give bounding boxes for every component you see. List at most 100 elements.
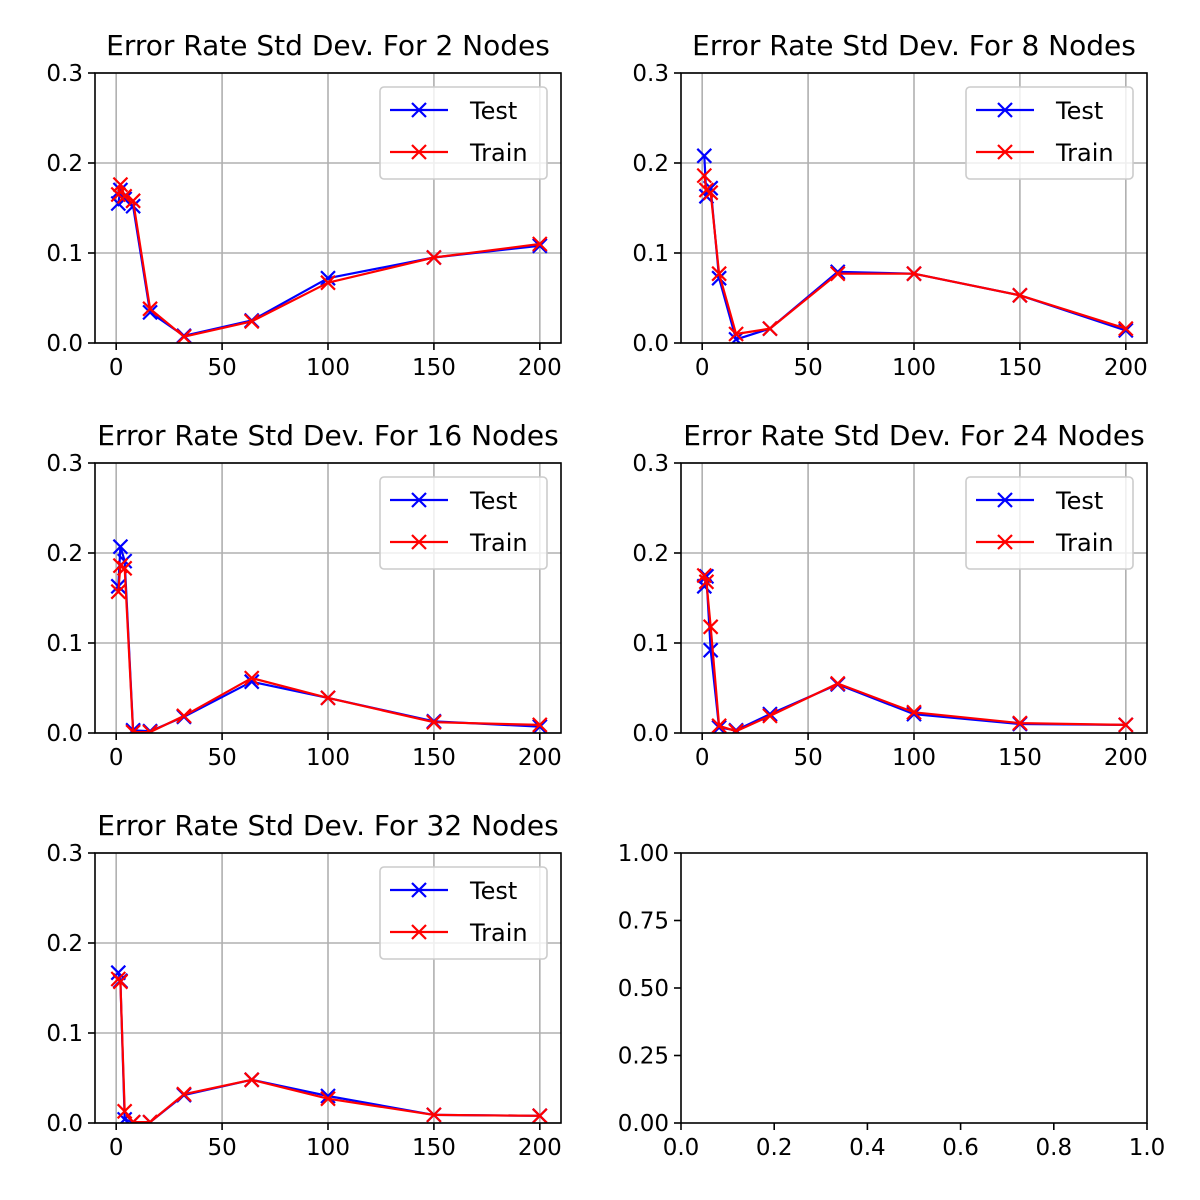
data-point-train bbox=[426, 714, 442, 730]
legend-marker-test bbox=[411, 882, 427, 898]
chart-panel-1: 0 50 100 150 200 0.0 0.1 0.2 0.3 Error Rate Std D… bbox=[46, 29, 562, 381]
y-tick-label: 0.3 bbox=[46, 451, 83, 477]
data-point-train bbox=[320, 1090, 336, 1107]
x-tick-label: 50 bbox=[207, 355, 236, 381]
y-tick-label: 0.1 bbox=[632, 241, 669, 267]
data-point-train bbox=[426, 249, 442, 266]
data-point-train bbox=[532, 1108, 548, 1123]
data-point-test bbox=[532, 718, 548, 733]
legend-marker-train bbox=[997, 144, 1013, 160]
legend-marker-test bbox=[997, 492, 1013, 508]
legend-label-test: Test bbox=[469, 877, 517, 905]
legend-label-test: Test bbox=[1055, 487, 1103, 515]
data-point-train bbox=[906, 265, 922, 282]
y-tick-label: 1.00 bbox=[618, 841, 669, 867]
legend-label-train: Train bbox=[1055, 529, 1114, 557]
data-point-train bbox=[1118, 320, 1134, 337]
x-tick-label: 150 bbox=[998, 355, 1042, 381]
legend-marker-test bbox=[997, 102, 1013, 118]
x-tick-label: 150 bbox=[412, 1135, 456, 1161]
x-tick-label: 50 bbox=[207, 745, 236, 771]
series-test bbox=[110, 182, 548, 343]
series-line-test bbox=[117, 188, 540, 337]
legend: Test Train bbox=[379, 866, 548, 960]
data-point-train bbox=[125, 724, 141, 733]
x-tick-label: 0.6 bbox=[942, 1135, 979, 1161]
series-train bbox=[696, 167, 1134, 342]
data-point-train bbox=[116, 1103, 133, 1120]
x-tick-label: 0.2 bbox=[756, 1135, 793, 1161]
data-point-train bbox=[728, 723, 744, 733]
series-train bbox=[110, 557, 548, 733]
data-point-train bbox=[426, 1107, 442, 1123]
data-point-train bbox=[702, 619, 719, 635]
data-point-train bbox=[176, 1086, 192, 1102]
data-point-train bbox=[762, 708, 778, 724]
series-train bbox=[696, 567, 1134, 733]
y-tick-label: 0.2 bbox=[632, 151, 669, 177]
x-tick-label: 0 bbox=[695, 355, 710, 381]
y-tick-label: 0.3 bbox=[632, 61, 669, 87]
data-point-train bbox=[176, 708, 192, 724]
y-tick-label: 0.3 bbox=[46, 841, 83, 867]
data-point-train bbox=[1118, 717, 1134, 733]
x-tick-label: 50 bbox=[207, 1135, 236, 1161]
x-tick-label: 150 bbox=[412, 355, 456, 381]
axes-frame bbox=[94, 852, 562, 1124]
data-point-test bbox=[320, 1088, 336, 1104]
data-point-train bbox=[243, 313, 260, 330]
x-tick-label: 50 bbox=[793, 745, 822, 771]
data-point-train bbox=[1012, 287, 1028, 304]
legend-label-train: Train bbox=[1055, 139, 1114, 167]
data-point-train bbox=[320, 274, 336, 291]
x-tick-label: 0.0 bbox=[663, 1135, 700, 1161]
y-tick-label: 0.2 bbox=[46, 151, 83, 177]
series-line-test bbox=[703, 575, 1126, 732]
data-point-train bbox=[829, 675, 846, 692]
legend-marker-train bbox=[411, 924, 427, 940]
data-point-test bbox=[320, 270, 336, 286]
legend-label-test: Test bbox=[469, 487, 517, 515]
legend-marker-test bbox=[411, 102, 427, 118]
axes-frame bbox=[680, 72, 1148, 344]
x-tick-label: 100 bbox=[306, 1135, 350, 1161]
data-point-train bbox=[243, 1072, 260, 1088]
data-point-test bbox=[702, 642, 719, 658]
data-point-train bbox=[762, 320, 778, 337]
data-point-train bbox=[176, 328, 192, 343]
chart-title: Error Rate Std Dev. For 32 Nodes bbox=[97, 809, 559, 842]
data-point-train bbox=[532, 236, 548, 252]
data-point-train bbox=[711, 718, 727, 733]
y-tick-label: 0.0 bbox=[46, 1111, 83, 1137]
legend-label-train: Train bbox=[469, 919, 528, 947]
chart-title: Error Rate Std Dev. For 8 Nodes bbox=[692, 29, 1136, 62]
y-tick-label: 0.75 bbox=[618, 909, 669, 935]
data-point-train bbox=[112, 973, 129, 990]
data-point-test bbox=[112, 538, 129, 555]
series-train bbox=[110, 971, 548, 1123]
chart-panel-3: 0 50 100 150 200 0.0 0.1 0.2 0.3 Error Rate Std D… bbox=[46, 419, 562, 771]
legend: Test Train bbox=[379, 476, 548, 570]
x-tick-label: 100 bbox=[306, 355, 350, 381]
y-tick-label: 0.0 bbox=[632, 331, 669, 357]
chart-panel-4: 0 50 100 150 200 0.0 0.1 0.2 0.3 Error Rate Std D… bbox=[632, 419, 1148, 771]
series-line-test bbox=[703, 155, 1127, 341]
x-tick-label: 0 bbox=[695, 745, 710, 771]
data-point-train bbox=[829, 265, 846, 282]
y-tick-label: 0.1 bbox=[46, 241, 83, 267]
data-point-train bbox=[110, 583, 127, 600]
series-test bbox=[110, 964, 548, 1123]
x-tick-label: 100 bbox=[892, 745, 936, 771]
series-line-train bbox=[703, 575, 1126, 733]
chart-panel-6: 0.0 0.2 0.4 0.6 0.8 1.0 0.00 0.25 0.50 0.75 1.00 bbox=[618, 841, 1166, 1161]
y-tick-label: 0.2 bbox=[46, 931, 83, 957]
data-point-train bbox=[125, 1114, 141, 1123]
data-point-train bbox=[728, 326, 744, 342]
x-tick-label: 0.8 bbox=[1036, 1135, 1073, 1161]
data-point-test bbox=[142, 304, 158, 321]
data-point-train bbox=[711, 265, 727, 282]
y-tick-label: 0.1 bbox=[46, 631, 83, 657]
data-point-test bbox=[728, 331, 744, 343]
legend-marker-train bbox=[411, 534, 427, 550]
data-point-train bbox=[532, 717, 548, 733]
